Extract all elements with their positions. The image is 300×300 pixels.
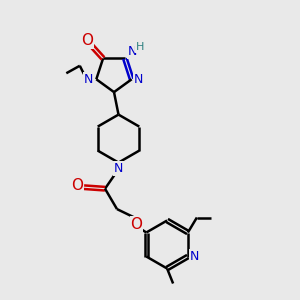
Text: N: N <box>134 73 143 86</box>
Text: N: N <box>190 250 199 263</box>
Text: N: N <box>84 73 94 86</box>
Text: O: O <box>81 33 93 48</box>
Text: N: N <box>128 45 137 58</box>
Text: O: O <box>71 178 83 193</box>
Text: O: O <box>130 217 142 232</box>
Text: N: N <box>114 162 123 175</box>
Text: H: H <box>136 42 144 52</box>
